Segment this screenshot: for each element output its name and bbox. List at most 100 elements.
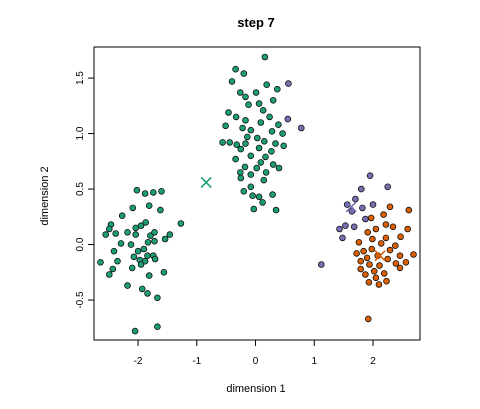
orange-point [357, 257, 365, 265]
purple-point [357, 185, 365, 193]
green-point [157, 206, 164, 214]
purple-point [362, 215, 369, 223]
green-point [239, 124, 246, 132]
orange-point [382, 221, 390, 228]
green-point [275, 164, 283, 172]
orange-point [384, 255, 392, 263]
orange-point [410, 251, 417, 258]
green-point [261, 53, 269, 61]
y-tick-label: 0.5 [75, 182, 86, 196]
green-point [275, 121, 282, 128]
plot-frame [93, 46, 421, 341]
green-point [260, 138, 268, 145]
orange-point [396, 264, 404, 272]
green-point [269, 191, 276, 198]
orange-point [375, 281, 383, 288]
green-point [225, 109, 232, 116]
orange-point [360, 247, 367, 255]
green-point [268, 128, 276, 135]
y-tick-label: 0.0 [75, 237, 86, 251]
green-point [124, 282, 131, 289]
green-point [257, 159, 265, 166]
green-point [112, 230, 119, 237]
green-point [259, 107, 267, 114]
green-point [266, 113, 273, 121]
green-point [260, 176, 268, 184]
green-point [124, 229, 131, 236]
orange-point [382, 234, 390, 242]
green-point [106, 225, 113, 233]
green-point [269, 161, 277, 168]
orange-point [392, 260, 400, 267]
green-point [134, 247, 142, 255]
purple-point [336, 225, 343, 233]
orange-point [386, 203, 394, 211]
green-point [269, 97, 277, 104]
green-point [259, 199, 266, 206]
green-point [109, 265, 117, 273]
y-tick-label: 1.0 [75, 126, 86, 140]
purple-point [369, 201, 377, 208]
green-point [131, 327, 139, 335]
green-point [132, 224, 140, 232]
green-point [237, 145, 245, 153]
x-tick-label: -1 [192, 356, 201, 367]
purple-centroid-marker [345, 201, 357, 213]
orange-point [369, 235, 376, 243]
chart-title: step 7 [237, 15, 275, 30]
green-point [241, 163, 249, 171]
orange-point [405, 206, 413, 214]
green-point [144, 252, 151, 260]
orange-point [365, 278, 373, 286]
purple-point [297, 124, 305, 132]
green-point [240, 188, 248, 195]
orange-point [353, 250, 360, 257]
purple-point [366, 172, 374, 180]
orange-point [397, 233, 404, 241]
green-point [117, 240, 125, 247]
orange-point [380, 270, 388, 277]
x-tick-label: 1 [311, 356, 317, 367]
green-point [255, 100, 263, 107]
green-point [137, 261, 145, 268]
green-point [145, 272, 153, 279]
green-point [222, 122, 229, 130]
green-point [272, 140, 279, 147]
y-axis: -0.5 0.0 0.5 1.0 1.5 [75, 71, 94, 309]
green-point [102, 231, 109, 238]
purple-point [284, 115, 292, 123]
orange-point [380, 211, 387, 218]
purple-point [350, 223, 358, 231]
green-point [232, 155, 239, 163]
green-point [245, 101, 252, 108]
green-point [255, 144, 263, 152]
green-point [268, 148, 275, 155]
green-point [232, 113, 240, 121]
orange-point [386, 246, 394, 254]
green-centroid-marker [200, 176, 212, 188]
green-point [257, 119, 265, 126]
purple-point [359, 204, 366, 212]
green-point [140, 245, 148, 253]
green-point [262, 153, 269, 161]
purple-point [339, 234, 346, 242]
data-points [97, 53, 417, 335]
orange-point [364, 315, 372, 323]
y-tick-label: 1.5 [75, 71, 86, 85]
orange-point [383, 277, 390, 285]
orange-point [376, 262, 383, 269]
purple-point [285, 80, 292, 87]
green-point [247, 183, 255, 191]
green-point [128, 264, 136, 272]
purple-point [317, 261, 325, 268]
green-point [161, 235, 169, 243]
orange-point [404, 225, 412, 233]
green-point [114, 257, 121, 265]
orange-point [389, 223, 397, 231]
green-point [242, 140, 249, 147]
green-point [244, 133, 251, 141]
green-point [226, 139, 234, 146]
green-point [151, 237, 158, 245]
green-point [154, 294, 161, 302]
